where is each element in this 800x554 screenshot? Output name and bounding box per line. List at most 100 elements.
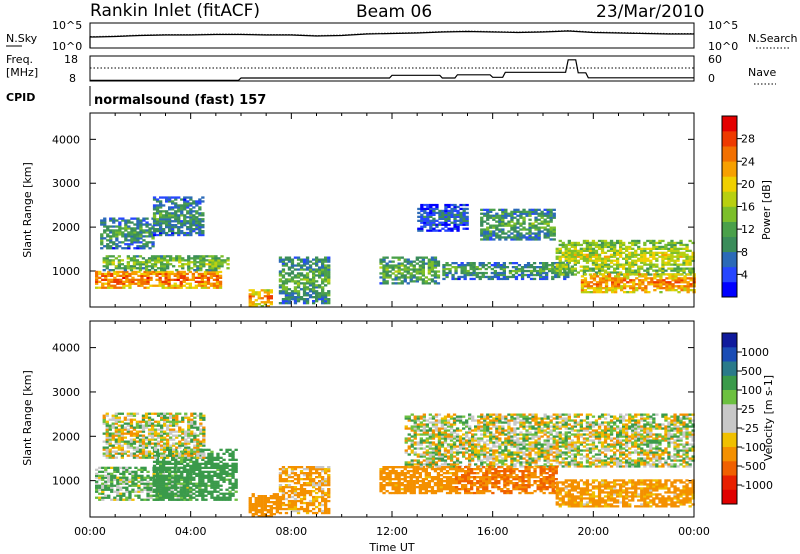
power-echo-cell xyxy=(531,212,535,215)
power-echo-cell xyxy=(570,243,574,247)
power-echo-cell xyxy=(534,234,538,237)
power-echo-cell xyxy=(278,258,283,261)
power-echo-cell xyxy=(433,280,438,283)
velocity-echo-cell xyxy=(116,468,120,471)
power-echo-cell xyxy=(501,224,505,227)
velocity-echo-cell xyxy=(163,412,167,415)
velocity-echo-cell xyxy=(269,505,273,508)
power-echo-cell xyxy=(177,231,181,235)
power-echo-cell xyxy=(620,281,624,284)
velocity-echo-cell xyxy=(234,458,238,461)
power-echo-cell xyxy=(641,279,645,282)
power-echo-cell xyxy=(441,221,445,224)
power-echo-cell xyxy=(591,269,596,272)
power-echo-cell xyxy=(483,220,487,223)
power-echo-cell xyxy=(613,241,617,245)
velocity-echo-cell xyxy=(125,478,129,481)
power-echo-cell xyxy=(558,269,562,272)
power-echo-cell xyxy=(197,282,201,285)
velocity-echo-cell xyxy=(278,488,283,491)
power-echo-cell xyxy=(496,277,500,281)
power-echo-cell xyxy=(580,289,585,292)
power-echo-cell xyxy=(195,231,199,235)
power-echo-cell xyxy=(165,218,169,221)
power-echo-cell xyxy=(435,203,439,207)
velocity-echo-cell xyxy=(174,470,178,473)
power-echo-cell xyxy=(447,219,451,222)
power-echo-cell xyxy=(409,278,413,281)
power-echo-cell xyxy=(609,239,614,243)
velocity-echo-cell xyxy=(308,490,313,493)
power-echo-cell xyxy=(114,257,118,260)
velocity-echo-cell xyxy=(324,497,328,501)
power-echo-cell xyxy=(444,209,448,213)
velocity-echo-cell xyxy=(183,492,187,495)
velocity-echo-cell xyxy=(117,452,121,455)
power-echo-cell xyxy=(508,262,513,265)
power-echo-cell xyxy=(187,269,191,272)
velocity-echo-cell xyxy=(201,490,205,493)
velocity-echo-cell xyxy=(213,466,217,469)
velocity-echo-cell xyxy=(146,490,150,493)
power-echo-cell xyxy=(106,235,110,238)
velocity-echo-cell xyxy=(132,456,137,459)
power-echo-cell xyxy=(564,257,568,260)
power-echo-cell xyxy=(453,225,457,228)
velocity-echo-cell xyxy=(184,448,188,451)
power-echo-cell xyxy=(662,283,666,286)
power-echo-cell xyxy=(254,299,258,302)
power-echo-cell xyxy=(643,259,647,262)
power-echo-cell xyxy=(614,285,618,288)
velocity-echo-cell xyxy=(190,448,194,451)
power-echo-cell xyxy=(152,198,157,201)
velocity-echo-cell xyxy=(125,468,129,471)
velocity-echo-cell xyxy=(308,484,313,487)
power-echo-cell xyxy=(123,265,127,268)
power-echo-cell xyxy=(141,261,146,264)
power-echo-cell xyxy=(674,275,678,278)
power-echo-cell xyxy=(415,276,419,279)
power-echo-cell xyxy=(637,245,641,249)
velocity-echo-cell xyxy=(192,484,196,487)
power-echo-cell xyxy=(580,291,585,294)
velocity-echo-cell xyxy=(155,448,160,451)
velocity-echo-cell xyxy=(101,466,105,469)
power-echo-cell xyxy=(174,214,178,217)
velocity-echo-cell xyxy=(160,456,164,459)
velocity-echo-cell xyxy=(107,494,111,497)
power-echo-cell xyxy=(539,277,543,281)
power-echo-cell xyxy=(284,302,289,305)
power-echo-cell xyxy=(498,236,502,239)
power-echo-cell xyxy=(480,222,484,225)
power-echo-cell xyxy=(112,221,116,224)
power-echo-cell xyxy=(603,251,608,254)
velocity-echo-cell xyxy=(293,472,298,475)
power-echo-cell xyxy=(118,229,122,232)
power-echo-cell xyxy=(136,217,140,220)
velocity-echo-cell xyxy=(216,482,220,485)
velocity-echo-cell xyxy=(394,490,398,493)
power-echo-cell xyxy=(576,249,580,252)
velocity-echo-cell xyxy=(196,438,200,441)
power-echo-cell xyxy=(682,253,686,256)
power-echo-cell xyxy=(427,270,431,273)
velocity-echo-cell xyxy=(231,494,235,497)
power-echo-cell xyxy=(100,235,104,238)
velocity-echo-cell xyxy=(141,428,146,431)
power-echo-cell xyxy=(632,291,636,294)
velocity-echo-cell xyxy=(189,496,193,499)
velocity-echo-cell xyxy=(192,492,196,495)
velocity-echo-cell xyxy=(101,484,105,487)
power-echo-cell xyxy=(109,231,113,234)
velocity-echo-cell xyxy=(108,450,112,453)
velocity-echo-cell xyxy=(296,511,301,515)
power-echo-cell xyxy=(254,291,258,294)
velocity-echo-cell xyxy=(135,434,140,437)
power-echo-cell xyxy=(447,213,451,216)
power-echo-cell xyxy=(459,215,463,218)
power-echo-cell xyxy=(498,228,502,231)
power-echo-cell xyxy=(109,247,113,250)
power-echo-cell xyxy=(159,216,163,219)
power-echo-cell xyxy=(671,287,675,290)
power-echo-cell xyxy=(433,256,438,259)
